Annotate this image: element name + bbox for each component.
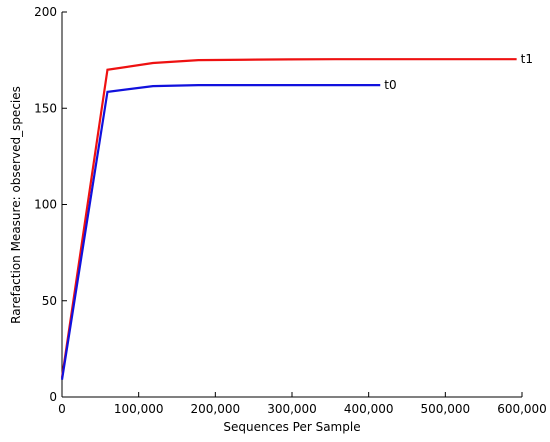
x-tick-label: 500,000 (421, 402, 471, 416)
x-tick-label: 600,000 (497, 402, 547, 416)
x-tick-label: 300,000 (267, 402, 317, 416)
series-label: t0 (384, 78, 396, 92)
series-label: t1 (521, 52, 533, 66)
y-tick-label: 0 (49, 390, 57, 404)
x-tick-label: 100,000 (114, 402, 164, 416)
y-tick-label: 150 (34, 101, 57, 115)
x-tick-label: 200,000 (191, 402, 241, 416)
x-tick-label: 0 (58, 402, 66, 416)
series-line (60, 84, 381, 380)
y-axis-label: Rarefaction Measure: observed_species (9, 86, 23, 324)
x-axis-label: Sequences Per Sample (223, 420, 360, 434)
y-tick-label: 100 (34, 198, 57, 212)
x-tick-label: 400,000 (344, 402, 394, 416)
y-tick-label: 200 (34, 5, 57, 19)
y-tick-label: 50 (42, 294, 57, 308)
series-line (60, 58, 517, 378)
